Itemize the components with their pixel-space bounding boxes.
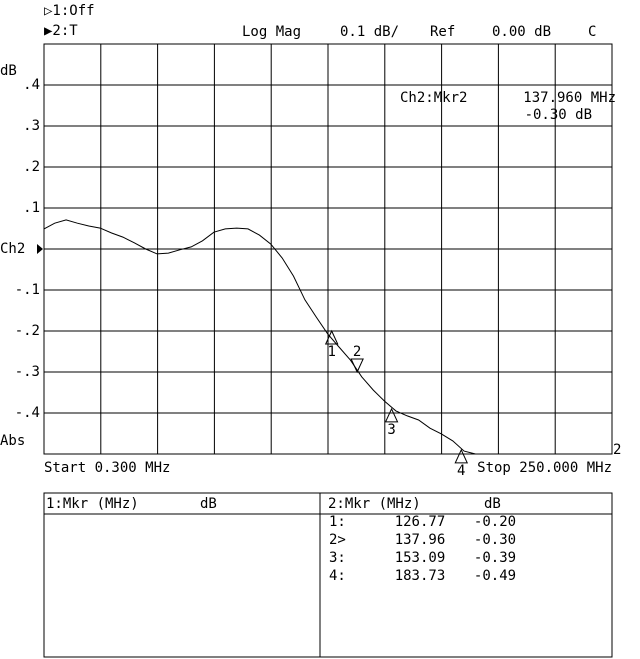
trace xyxy=(43,219,612,455)
marker-label: 2 xyxy=(353,344,361,360)
table-cell: 137.96 xyxy=(395,532,446,548)
y-unit: dB xyxy=(0,63,17,79)
format: Log Mag xyxy=(242,24,301,40)
marker xyxy=(324,329,339,345)
ch1-state: ▷1:Off xyxy=(44,3,95,19)
readout-value: -0.30 dB xyxy=(525,107,592,123)
ref-value: 0.00 dB xyxy=(492,24,551,40)
y-tick-label: -.1 xyxy=(15,282,40,298)
y-mode: Abs xyxy=(0,433,25,449)
y-tick-label: -.4 xyxy=(15,405,40,421)
table-cell: 126.77 xyxy=(395,514,446,530)
table-cell: 2> xyxy=(329,532,346,548)
left-table-title: 1:Mkr (MHz) xyxy=(46,496,139,512)
readout-marker: Ch2:Mkr2 xyxy=(400,90,467,106)
ref-label: Ref xyxy=(430,24,455,40)
y-tick-label: .2 xyxy=(23,159,40,175)
y-tick-label: .1 xyxy=(23,200,40,216)
right-table-title: 2:Mkr (MHz) xyxy=(328,496,421,512)
table-cell: 3: xyxy=(329,550,346,566)
start-label: Start 0.300 MHz xyxy=(44,460,170,476)
table-cell: -0.20 xyxy=(474,514,516,530)
table-cell: 4: xyxy=(329,568,346,584)
marker xyxy=(454,448,469,464)
readout-frequency: 137.960 MHz xyxy=(523,90,616,106)
table-cell: -0.39 xyxy=(474,550,516,566)
stop-label: Stop 250.000 MHz xyxy=(477,460,612,476)
y-tick-label: .4 xyxy=(23,77,40,93)
y-tick-label: -.3 xyxy=(15,364,40,380)
marker-label: 1 xyxy=(327,344,335,360)
table-cell: -0.30 xyxy=(474,532,516,548)
left-table-unit: dB xyxy=(200,496,217,512)
y-tick-label: -.2 xyxy=(15,323,40,339)
cal-flag: C xyxy=(588,24,596,40)
marker xyxy=(350,358,364,374)
ref-pointer xyxy=(37,244,43,254)
table-cell: -0.49 xyxy=(474,568,516,584)
table-cell: 183.73 xyxy=(395,568,446,584)
trace-label: 2 xyxy=(613,442,621,458)
table-frame xyxy=(43,492,613,658)
y-tick-label: Ch2 xyxy=(0,241,25,257)
marker xyxy=(384,407,399,423)
scale: 0.1 dB/ xyxy=(340,24,399,40)
marker-label: 4 xyxy=(457,463,465,479)
ch2-state: ▶2:T xyxy=(44,23,78,39)
y-tick-label: .3 xyxy=(23,118,40,134)
right-table-unit: dB xyxy=(484,496,501,512)
marker-label: 3 xyxy=(387,422,395,438)
table-cell: 153.09 xyxy=(395,550,446,566)
table-cell: 1: xyxy=(329,514,346,530)
